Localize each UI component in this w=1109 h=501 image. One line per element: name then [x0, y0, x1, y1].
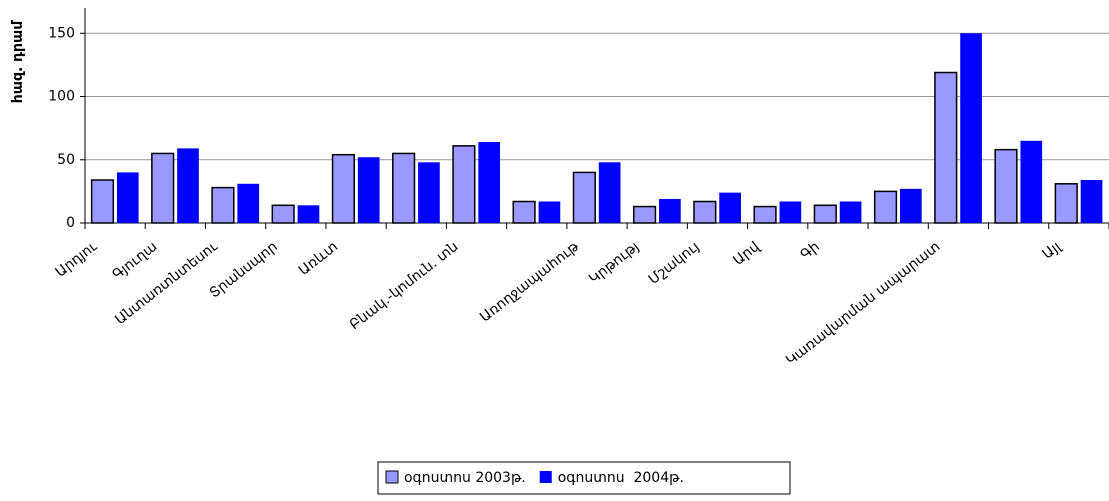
legend-box — [377, 461, 791, 495]
y-axis-label: հազ. դրամ — [10, 20, 26, 103]
y-tick-label: 0 — [66, 215, 75, 231]
x-tick-label: Անտառտնտեսու — [112, 238, 221, 328]
x-tick-label: Կրթությ — [586, 239, 642, 288]
x-tick-label: Առևտ — [296, 239, 341, 279]
bar — [779, 201, 802, 223]
bar — [237, 183, 260, 223]
bar — [331, 153, 356, 224]
bar — [1080, 180, 1103, 223]
bar — [1054, 183, 1078, 224]
x-tick-label: Առողջապահութ — [477, 238, 582, 325]
bar — [572, 171, 596, 224]
bar — [693, 200, 717, 224]
bar — [357, 157, 380, 223]
bar — [994, 148, 1018, 224]
y-tick-label: 100 — [48, 89, 75, 105]
bar — [211, 186, 235, 224]
bar — [719, 192, 741, 223]
bar — [753, 205, 777, 224]
x-tick-label: Մշակույ — [646, 239, 703, 288]
bar — [512, 200, 536, 224]
bar — [813, 204, 837, 224]
bar — [418, 162, 440, 223]
bar — [297, 205, 320, 223]
bar — [632, 205, 657, 224]
bar — [392, 152, 416, 224]
bar — [598, 162, 621, 223]
x-tick-label: Գի — [798, 239, 823, 264]
bar — [538, 201, 561, 223]
bar — [1020, 140, 1043, 223]
legend: օգոստոս 2003թ. օգոստոս 2004թ. — [377, 461, 791, 495]
legend-swatch — [385, 470, 399, 484]
bar — [116, 172, 139, 223]
bar — [659, 198, 681, 223]
x-tick-label: Արդյու — [53, 238, 101, 281]
x-tick-label: Բնակ.-կոմուն. տն — [347, 239, 462, 333]
bar — [452, 145, 476, 224]
bar — [151, 152, 175, 224]
bar — [873, 190, 898, 224]
bar — [271, 204, 295, 224]
legend-label: օգոստոս 2003թ. — [404, 470, 526, 486]
bar — [177, 148, 199, 223]
x-tick-label: Այլ — [1040, 238, 1065, 263]
bar — [899, 188, 922, 223]
x-tick-label: Արվ — [730, 238, 763, 269]
bar — [478, 142, 501, 223]
bar — [839, 201, 862, 223]
legend-label: օգոստոս 2004թ. — [558, 470, 684, 486]
x-tick-label: Գյուղա — [110, 239, 161, 284]
legend-swatch — [539, 471, 552, 483]
y-tick-label: 150 — [48, 25, 75, 41]
bar — [934, 71, 958, 224]
bar — [90, 179, 115, 224]
y-tick-label: 50 — [57, 152, 75, 168]
bar — [960, 33, 982, 224]
